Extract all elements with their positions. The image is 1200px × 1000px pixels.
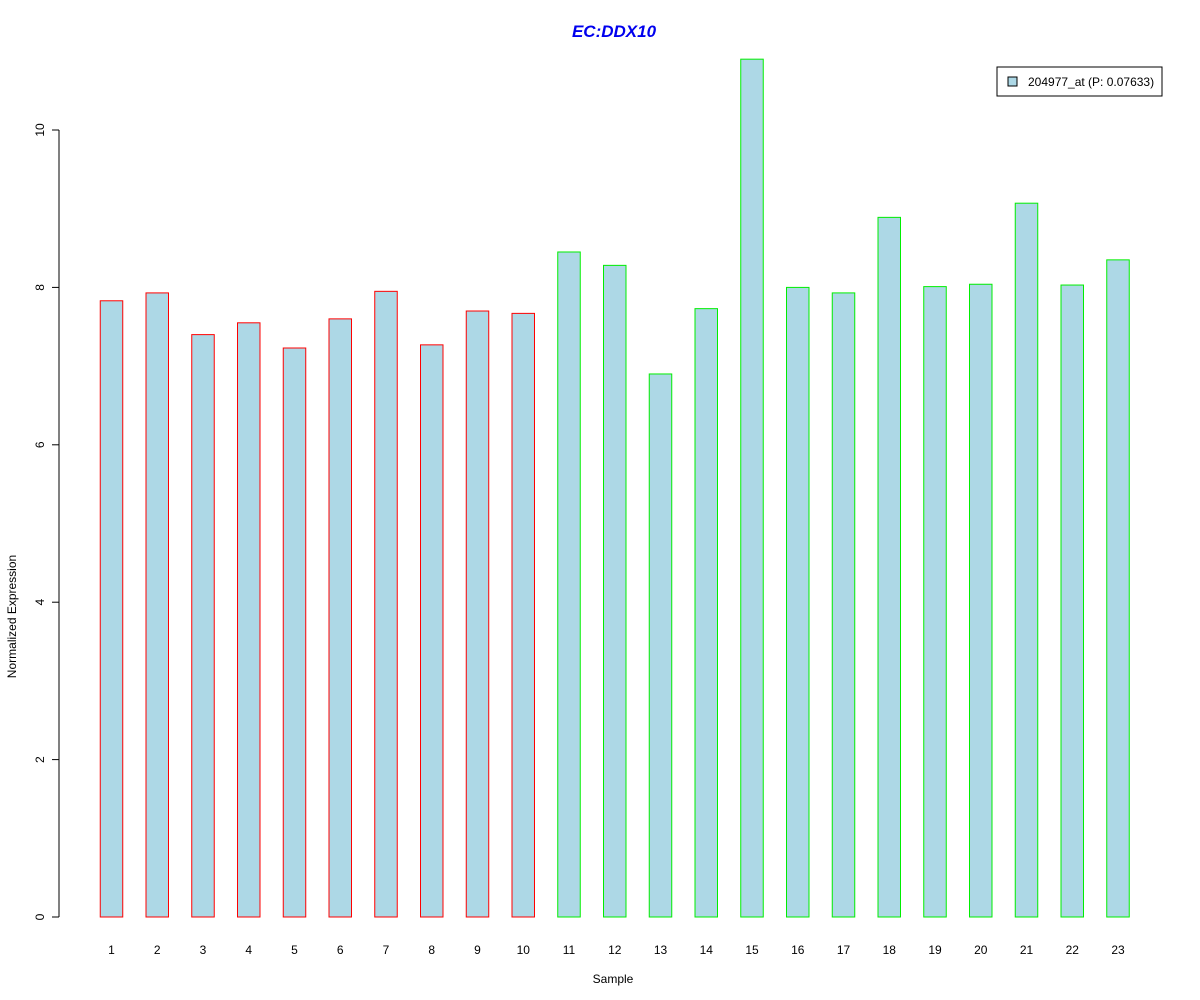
bar-sample-23 bbox=[1106, 259, 1130, 918]
x-tick-label: 5 bbox=[291, 943, 298, 957]
bar-sample-14 bbox=[694, 308, 718, 918]
x-tick-label: 6 bbox=[337, 943, 344, 957]
bar-sample-9 bbox=[465, 310, 490, 918]
x-tick-label: 17 bbox=[837, 943, 851, 957]
x-tick-label: 11 bbox=[563, 943, 576, 957]
bar-sample-6 bbox=[328, 318, 352, 918]
legend-swatch bbox=[1007, 76, 1018, 87]
x-tick-label: 7 bbox=[383, 943, 390, 957]
chart-title: EC:DDX10 bbox=[572, 22, 657, 41]
bar-sample-15 bbox=[740, 58, 764, 918]
bar-sample-11 bbox=[557, 251, 581, 918]
x-tick-label: 16 bbox=[791, 943, 805, 957]
bar-sample-2 bbox=[145, 292, 169, 918]
x-tick-label: 19 bbox=[928, 943, 942, 957]
bar-sample-4 bbox=[237, 322, 261, 918]
legend: 204977_at (P: 0.07633) bbox=[996, 66, 1163, 97]
bar-sample-20 bbox=[969, 283, 993, 918]
bar-sample-21 bbox=[1014, 202, 1039, 918]
bar-sample-17 bbox=[831, 292, 856, 918]
y-tick-label: 10 bbox=[33, 123, 47, 137]
bar-sample-12 bbox=[603, 264, 627, 918]
y-tick-label: 6 bbox=[33, 441, 47, 448]
bar-sample-22 bbox=[1060, 284, 1084, 918]
x-tick-label: 13 bbox=[654, 943, 668, 957]
y-tick-label: 2 bbox=[33, 756, 47, 763]
x-tick-labels: 1 2 3 4 5 6 7 8 9 10 11 12 13 14 15 16 17 18 19 20 21 22 23 bbox=[108, 943, 1125, 957]
x-tick-label: 21 bbox=[1020, 943, 1034, 957]
legend-label: 204977_at (P: 0.07633) bbox=[1028, 75, 1154, 89]
x-tick-label: 9 bbox=[474, 943, 481, 957]
x-axis-title: Sample bbox=[593, 972, 634, 986]
y-tick-label: 8 bbox=[33, 284, 47, 291]
bar-sample-10 bbox=[511, 312, 535, 918]
x-tick-label: 2 bbox=[154, 943, 161, 957]
x-tick-label: 18 bbox=[883, 943, 897, 957]
x-tick-label: 22 bbox=[1066, 943, 1080, 957]
y-tick-label: 4 bbox=[33, 599, 47, 606]
x-tick-label: 8 bbox=[428, 943, 435, 957]
bar-sample-3 bbox=[191, 334, 215, 918]
bar-sample-18 bbox=[877, 216, 901, 918]
x-tick-label: 10 bbox=[517, 943, 531, 957]
x-tick-label: 3 bbox=[200, 943, 207, 957]
x-tick-label: 4 bbox=[245, 943, 252, 957]
legend-box bbox=[996, 66, 1163, 97]
y-axis-title: Normalized Expression bbox=[5, 555, 19, 678]
bars-group bbox=[99, 58, 1130, 918]
x-tick-label: 15 bbox=[745, 943, 759, 957]
bar-sample-5 bbox=[282, 347, 307, 918]
y-tick-label: 0 bbox=[33, 913, 47, 920]
x-tick-label: 20 bbox=[974, 943, 988, 957]
x-tick-label: 23 bbox=[1111, 943, 1125, 957]
x-tick-label: 14 bbox=[700, 943, 714, 957]
bar-sample-7 bbox=[374, 290, 398, 918]
bar-sample-16 bbox=[786, 286, 810, 918]
y-axis: 0 2 4 6 8 10 bbox=[33, 123, 60, 920]
x-tick-label: 1 bbox=[108, 943, 115, 957]
bar-sample-19 bbox=[923, 286, 947, 918]
bar-sample-8 bbox=[420, 344, 444, 918]
bar-sample-13 bbox=[648, 373, 673, 918]
bar-sample-1 bbox=[99, 300, 124, 918]
x-tick-label: 12 bbox=[608, 943, 622, 957]
